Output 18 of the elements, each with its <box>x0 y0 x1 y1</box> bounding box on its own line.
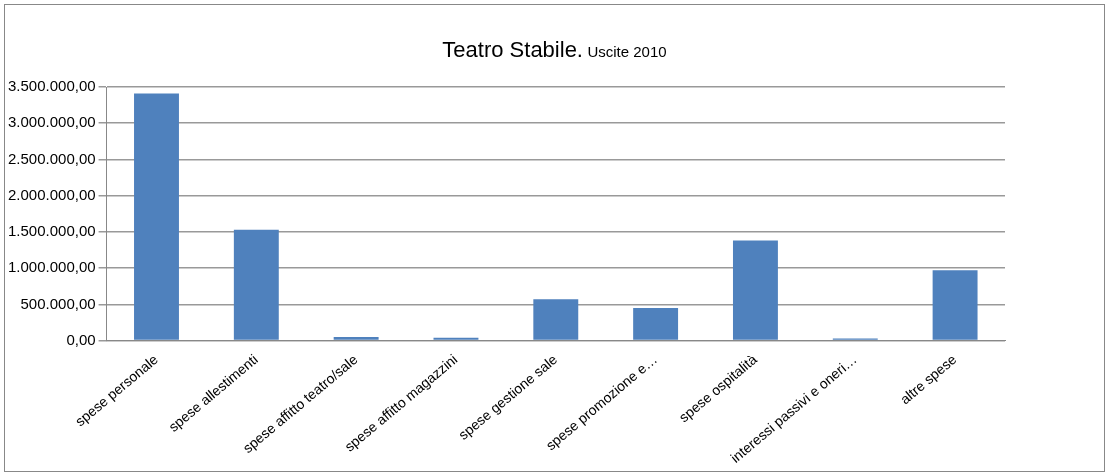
y-tick-label: 1.500.000,00 <box>7 222 96 240</box>
bar <box>134 93 179 340</box>
y-tick-label: 3.500.000,00 <box>7 77 96 95</box>
chart-title: Teatro Stabile. <box>442 37 583 62</box>
y-tick-label: 500.000,00 <box>20 294 96 312</box>
bar <box>633 307 679 340</box>
y-tick-label: 1.000.000,00 <box>7 258 96 276</box>
bar <box>932 270 978 340</box>
bar <box>433 337 479 340</box>
y-tick-label: 3.000.000,00 <box>7 113 96 131</box>
y-tick-label: 2.500.000,00 <box>7 149 96 167</box>
bar <box>732 240 778 340</box>
y-tick-label: 2.000.000,00 <box>7 185 96 203</box>
bar <box>233 229 279 340</box>
bar <box>533 299 579 340</box>
bar <box>333 336 379 340</box>
y-tick-label: 0,00 <box>66 330 96 348</box>
chart-subtitle: Uscite 2010 <box>587 43 667 60</box>
